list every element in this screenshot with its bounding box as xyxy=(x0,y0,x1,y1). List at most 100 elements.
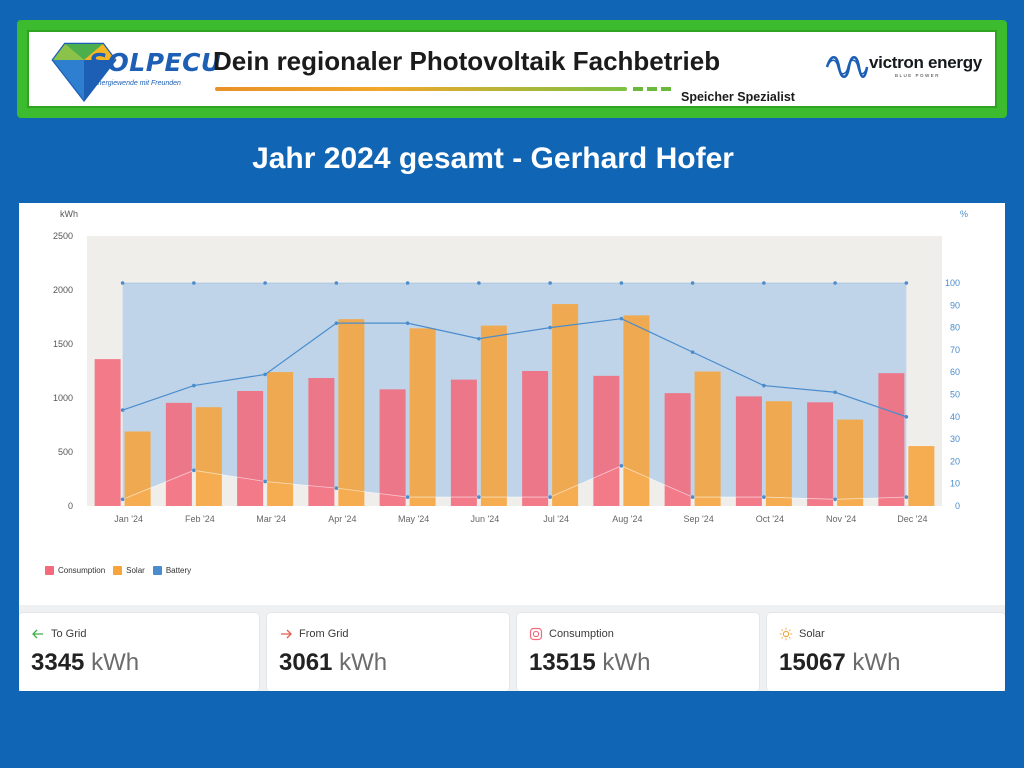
energy-chart: 0 500 1000 1500 2000 2500 kWh 0 10 20 30 40 50 60 70 80… xyxy=(53,209,968,524)
stat-unit: kWh xyxy=(852,649,901,676)
battery-point xyxy=(263,281,267,285)
consumption-bar xyxy=(165,402,192,506)
consumption-bar xyxy=(735,396,762,506)
stat-header: Solar xyxy=(779,627,825,641)
solar-bar xyxy=(267,372,294,506)
stat-header: Consumption xyxy=(529,627,614,641)
battery-point xyxy=(192,468,196,473)
header-banner-inner: SOLPECU Energiewende mit Freunden Dein r… xyxy=(27,30,997,108)
battery-point xyxy=(548,281,552,285)
stat-number: 3061 xyxy=(279,649,333,676)
consumption-bar xyxy=(450,379,477,506)
sun-icon xyxy=(779,627,793,641)
y-right-tick-label: 20 xyxy=(950,456,960,466)
y-left-tick-label: 500 xyxy=(58,447,73,457)
battery-point xyxy=(762,495,766,499)
solar-bar xyxy=(195,407,222,506)
y-right-tick-label: 40 xyxy=(950,412,960,422)
battery-point xyxy=(904,495,909,499)
stat-number: 13515 xyxy=(529,649,596,676)
stat-value: 15067 kWh xyxy=(779,649,900,677)
battery-point xyxy=(619,316,624,321)
banner-underline xyxy=(215,87,627,91)
solar-bar xyxy=(765,401,792,506)
stat-value: 3345 kWh xyxy=(31,649,139,677)
y-left-tick-label: 2000 xyxy=(53,285,73,295)
battery-point xyxy=(548,495,552,499)
y-right-tick-label: 70 xyxy=(950,345,960,355)
stat-card-to-grid[interactable]: To Grid 3345 kWh xyxy=(19,613,259,691)
y-left-tick-label: 0 xyxy=(68,501,73,511)
solar-bar xyxy=(338,319,365,506)
y-left-tick-label: 1000 xyxy=(53,393,73,403)
consumption-bar xyxy=(878,373,905,506)
solar-bar xyxy=(623,315,650,506)
consumption-bar xyxy=(522,371,549,506)
consumption-bar xyxy=(664,393,691,506)
battery-point xyxy=(833,390,837,395)
legend-swatch-battery xyxy=(152,566,162,575)
banner-title: Dein regionaler Photovoltaik Fachbetrieb xyxy=(213,46,721,76)
x-tick-label: Nov '24 xyxy=(826,514,856,524)
stat-unit: kWh xyxy=(91,649,140,676)
legend-swatch-consumption xyxy=(45,566,54,575)
battery-min-line xyxy=(122,465,907,500)
victron-tagline: BLUE POWER xyxy=(895,73,941,78)
y-left-tick-label: 2500 xyxy=(53,231,73,241)
stat-card-solar[interactable]: Solar 15067 kWh xyxy=(767,613,1005,691)
legend-item-consumption[interactable]: Consumption xyxy=(45,566,105,575)
y-right-tick-label: 60 xyxy=(950,367,960,377)
stat-label: Solar xyxy=(799,628,825,640)
solar-bar xyxy=(409,328,436,506)
stat-card-from-grid[interactable]: From Grid 3061 kWh xyxy=(267,613,509,691)
battery-point xyxy=(120,408,125,412)
y-right-tick-label: 100 xyxy=(945,278,960,288)
arrow-left-icon xyxy=(32,629,43,639)
x-tick-label: Mar '24 xyxy=(256,514,286,524)
battery-point xyxy=(477,281,481,285)
battery-point xyxy=(690,350,695,354)
y-right-tick-label: 80 xyxy=(950,323,960,333)
battery-point xyxy=(334,321,339,325)
y-left-axis-label: kWh xyxy=(60,209,78,219)
chart-card: 0 500 1000 1500 2000 2500 kWh 0 10 20 30 40 50 60 70 80… xyxy=(19,203,1005,605)
stat-number: 15067 xyxy=(779,649,846,676)
battery-point xyxy=(619,281,624,285)
stat-card-consumption[interactable]: Consumption 13515 kWh xyxy=(517,613,759,691)
legend-item-battery[interactable]: Battery xyxy=(152,566,191,575)
stats-row: To Grid 3345 kWh From Grid 3061 kWh Cons… xyxy=(19,605,1005,691)
x-tick-label: Sep '24 xyxy=(684,514,714,524)
legend-item-solar[interactable]: Solar xyxy=(113,566,145,575)
banner-dash xyxy=(661,87,671,91)
stat-number: 3345 xyxy=(31,649,85,676)
x-tick-label: May '24 xyxy=(398,514,429,524)
stat-header: From Grid xyxy=(279,627,349,641)
victron-wave-icon xyxy=(825,56,869,78)
y-right-tick-label: 10 xyxy=(950,479,960,489)
battery-point xyxy=(405,281,410,285)
battery-point xyxy=(477,495,481,499)
y-right-tick-label: 30 xyxy=(950,434,960,444)
stat-value: 3061 kWh xyxy=(279,649,387,677)
page-title: Jahr 2024 gesamt - Gerhard Hofer xyxy=(252,142,734,175)
banner-subtitle: Speicher Spezialist xyxy=(681,90,795,104)
legend-label-consumption: Consumption xyxy=(58,566,106,575)
x-tick-label: Oct '24 xyxy=(756,514,784,524)
battery-point xyxy=(334,486,339,490)
y-right-tick-label: 50 xyxy=(950,390,960,400)
legend-label-solar: Solar xyxy=(126,566,145,575)
logo-subtitle: Energiewende mit Freunden xyxy=(93,80,181,87)
solar-bar xyxy=(124,431,151,506)
y-right-tick-label: 90 xyxy=(950,300,960,310)
solar-bar xyxy=(837,419,864,506)
x-tick-label: Aug '24 xyxy=(612,514,642,524)
battery-point xyxy=(904,415,909,419)
stat-label: From Grid xyxy=(299,628,349,640)
battery-point xyxy=(833,497,837,502)
arrow-right-icon xyxy=(281,629,292,639)
x-tick-label: Jun '24 xyxy=(471,514,500,524)
solar-bar xyxy=(908,446,935,506)
stat-unit: kWh xyxy=(602,649,651,676)
battery-point xyxy=(405,495,410,499)
battery-point xyxy=(904,281,909,285)
